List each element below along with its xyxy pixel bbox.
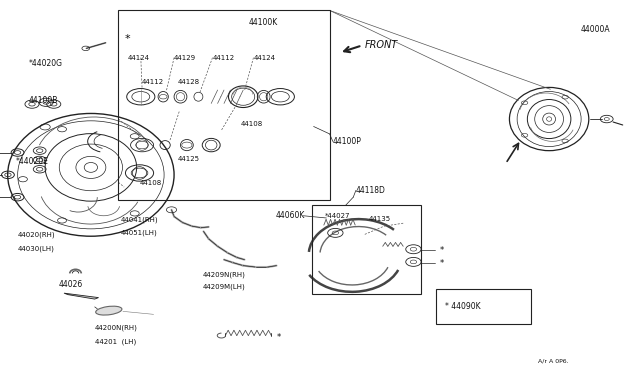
Text: *44020G: *44020G <box>29 59 63 68</box>
Ellipse shape <box>96 306 122 315</box>
Text: 44026: 44026 <box>59 280 83 289</box>
Text: 44100P: 44100P <box>333 137 362 146</box>
Text: 44108: 44108 <box>241 121 263 127</box>
Bar <box>118 10 330 200</box>
Text: *44027: *44027 <box>325 213 351 219</box>
Text: 44209M(LH): 44209M(LH) <box>202 284 245 291</box>
Text: 44125: 44125 <box>178 156 200 162</box>
Text: 44135: 44135 <box>369 217 391 222</box>
Text: 44209N(RH): 44209N(RH) <box>202 271 245 278</box>
Text: *: * <box>276 333 281 342</box>
Text: 44200N(RH): 44200N(RH) <box>95 325 138 331</box>
Text: * 44090K: * 44090K <box>445 302 481 311</box>
Text: 44051(LH): 44051(LH) <box>120 229 157 236</box>
Text: 44112: 44112 <box>142 79 164 85</box>
Text: *: * <box>125 34 131 44</box>
Text: 44118D: 44118D <box>356 186 386 195</box>
Text: 44030(LH): 44030(LH) <box>18 246 55 253</box>
Text: 44041(RH): 44041(RH) <box>120 216 158 223</box>
Text: A/r A 0P6.: A/r A 0P6. <box>538 358 568 363</box>
Text: 44112: 44112 <box>212 55 235 61</box>
Text: *44020E: *44020E <box>16 157 49 166</box>
Text: 44124: 44124 <box>253 55 275 61</box>
Text: 44100B: 44100B <box>29 96 58 105</box>
Text: 44020(RH): 44020(RH) <box>18 232 56 238</box>
Polygon shape <box>64 293 99 299</box>
Text: *: * <box>440 246 444 255</box>
Text: FRONT: FRONT <box>365 41 398 50</box>
Text: 44000A: 44000A <box>581 25 611 34</box>
Text: 44201  (LH): 44201 (LH) <box>95 338 136 345</box>
Bar <box>436 289 531 324</box>
Text: 44108: 44108 <box>140 180 162 186</box>
Text: 44129: 44129 <box>174 55 196 61</box>
Text: 44060K: 44060K <box>275 211 305 220</box>
Bar <box>312 205 421 294</box>
Text: 44100K: 44100K <box>248 18 278 27</box>
Text: *: * <box>440 259 444 267</box>
Text: 44124: 44124 <box>128 55 150 61</box>
Text: 44128: 44128 <box>178 79 200 85</box>
